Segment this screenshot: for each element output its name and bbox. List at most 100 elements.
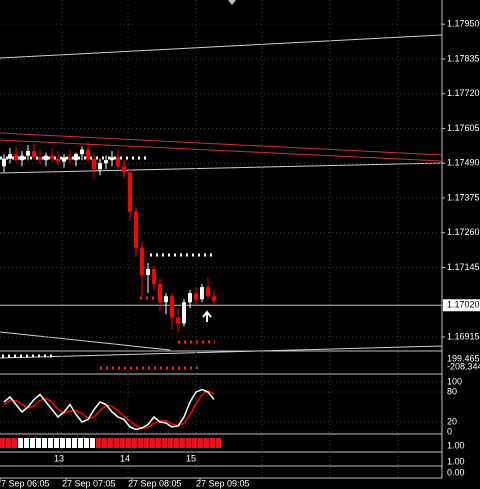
strip-block xyxy=(102,438,107,448)
strip-block xyxy=(162,438,167,448)
arrow-signal xyxy=(202,310,212,322)
x-tick-label: 27 Sep 09:05 xyxy=(196,478,250,488)
trend-line xyxy=(0,139,443,162)
trend-line xyxy=(0,132,443,156)
strip-block xyxy=(126,438,131,448)
strip-block xyxy=(42,438,47,448)
candle-body xyxy=(62,157,66,162)
candle-body xyxy=(32,151,36,158)
strip-block xyxy=(54,438,59,448)
candle-body xyxy=(56,158,60,162)
candle-body xyxy=(14,154,18,161)
strip-block xyxy=(90,438,95,448)
day-label: 13 xyxy=(54,453,64,463)
trend-line xyxy=(0,162,443,174)
candle-body xyxy=(38,157,42,161)
day-label: 15 xyxy=(186,453,196,463)
candle-body xyxy=(50,155,54,159)
y-tick-label: 1.16915 xyxy=(447,331,480,341)
x-tick-label: 27 Sep 06:05 xyxy=(0,478,50,488)
x-tick-label: 27 Sep 08:05 xyxy=(128,478,182,488)
candle-body xyxy=(122,166,126,173)
candle-body xyxy=(26,151,30,156)
strip-block xyxy=(204,438,209,448)
strip-block xyxy=(24,438,29,448)
strip-block xyxy=(210,438,215,448)
trend-line xyxy=(0,331,171,351)
strip-block xyxy=(12,438,17,448)
candle-body xyxy=(134,211,138,248)
day-label: 14 xyxy=(120,453,130,463)
strip-block xyxy=(48,438,53,448)
strip-block xyxy=(168,438,173,448)
strip-block xyxy=(72,438,77,448)
candle-body xyxy=(2,158,6,167)
indicator-label: 199.4655 xyxy=(447,353,480,363)
y-tick-label: 1.17260 xyxy=(447,227,480,237)
candle-body xyxy=(164,296,168,303)
stoch-tick-label: 20 xyxy=(447,416,457,426)
trend-line xyxy=(0,345,443,359)
scroll-marker xyxy=(228,0,236,5)
lower-axis-label: 1.00 xyxy=(447,440,465,450)
candle-body xyxy=(110,157,114,161)
strip-block xyxy=(138,438,143,448)
strip-block xyxy=(198,438,203,448)
candle-body xyxy=(80,149,84,155)
strip-block xyxy=(150,438,155,448)
candle-body xyxy=(194,293,198,300)
stoch-main xyxy=(3,388,215,431)
strip-block xyxy=(144,438,149,448)
candle-body xyxy=(146,268,150,276)
y-tick-label: 1.17145 xyxy=(447,262,480,272)
stoch-tick-label: 100 xyxy=(447,376,462,386)
candle-body xyxy=(206,287,210,297)
strip-block xyxy=(156,438,161,448)
strip-block xyxy=(6,438,11,448)
candle-body xyxy=(44,155,48,161)
candle-body xyxy=(140,247,144,276)
y-tick-label: 1.17605 xyxy=(447,123,480,133)
trend-line xyxy=(0,34,443,59)
stoch-tick-label: 80 xyxy=(447,386,457,396)
strip-block xyxy=(192,438,197,448)
strip-block xyxy=(180,438,185,448)
strip-block xyxy=(84,438,89,448)
current-price-box xyxy=(443,299,480,312)
y-tick-label: 1.17835 xyxy=(447,53,480,63)
strip-block xyxy=(120,438,125,448)
candle-body xyxy=(170,296,174,318)
y-tick-label: 1.17490 xyxy=(447,158,480,168)
lower-axis-label: 0.00 xyxy=(447,467,465,477)
strip-block xyxy=(132,438,137,448)
candle-body xyxy=(116,157,120,167)
strip-block xyxy=(216,438,221,448)
strip-block xyxy=(0,438,5,448)
strip-block xyxy=(30,438,35,448)
strip-block xyxy=(78,438,83,448)
strip-block xyxy=(66,438,71,448)
y-tick-label: 1.17375 xyxy=(447,192,480,202)
candle-body xyxy=(128,172,132,212)
candle-body xyxy=(176,317,180,324)
strip-block xyxy=(108,438,113,448)
y-tick-label: 1.17950 xyxy=(447,19,480,29)
lower-axis-label: 1.00 xyxy=(447,456,465,466)
strip-block xyxy=(96,438,101,448)
indicator-label: -208.344 xyxy=(447,361,480,371)
strip-block xyxy=(60,438,65,448)
candle-body xyxy=(20,155,24,161)
candle-body xyxy=(182,302,186,324)
candle-body xyxy=(8,154,12,159)
candle-body xyxy=(92,158,96,170)
candle-body xyxy=(212,296,216,301)
strip-block xyxy=(186,438,191,448)
candle-body xyxy=(188,293,192,303)
candle-body xyxy=(200,287,204,300)
candle-body xyxy=(98,163,102,170)
stoch-tick-label: 0 xyxy=(447,426,452,436)
candle-body xyxy=(152,268,156,285)
strip-block xyxy=(174,438,179,448)
candle-body xyxy=(74,154,78,161)
